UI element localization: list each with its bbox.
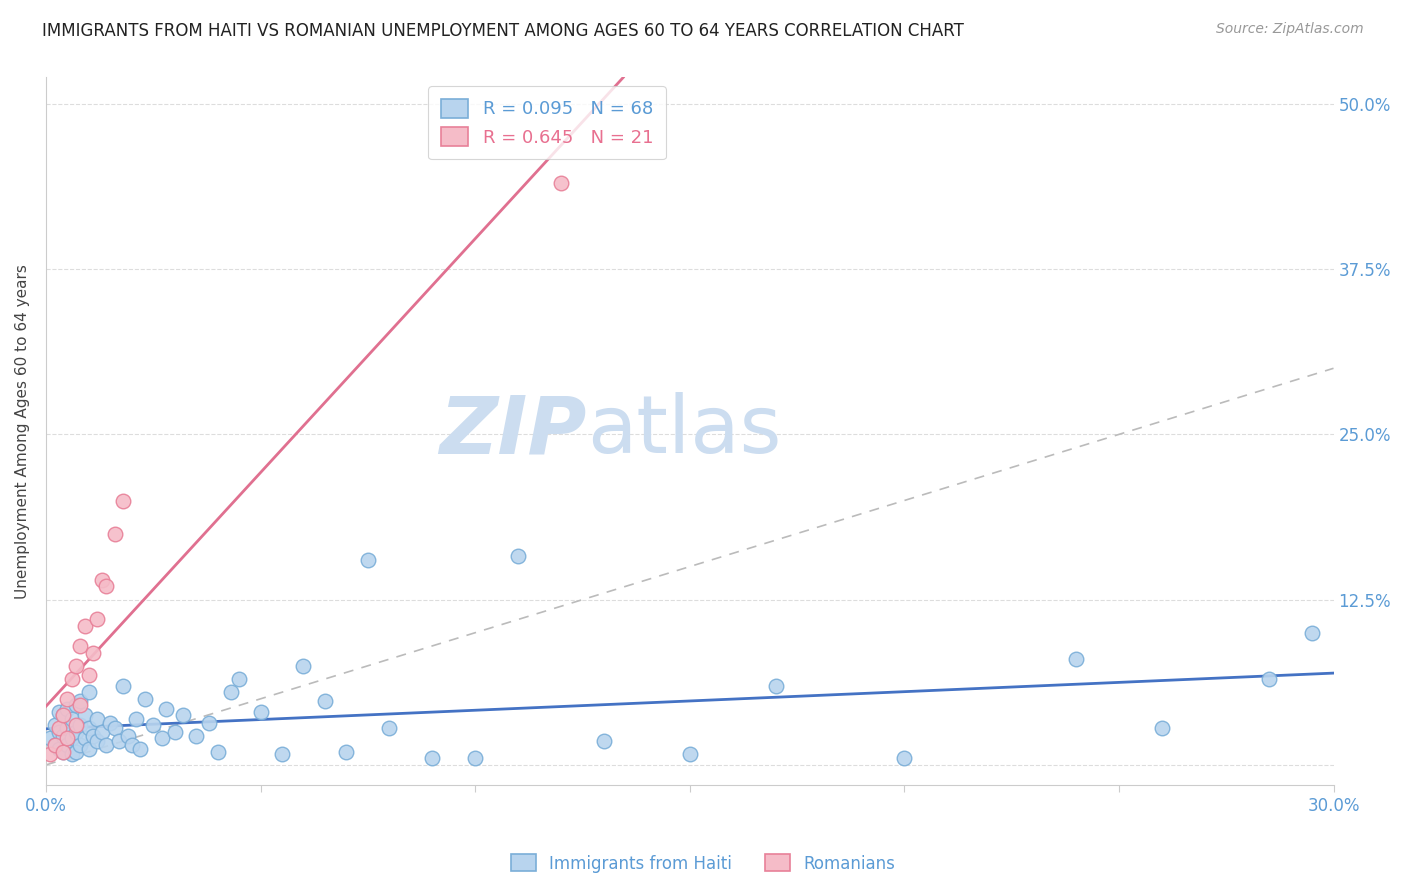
Point [60, 747, 83, 762]
Point [112, 679, 135, 693]
Point [150, 731, 173, 746]
Point [142, 718, 165, 732]
Point [335, 745, 357, 759]
Point [52, 745, 75, 759]
Point [44, 718, 66, 732]
Point [73, 619, 96, 633]
Point [65, 658, 87, 673]
Text: ZIP: ZIP [439, 392, 586, 470]
Point [271, 747, 294, 762]
Point [90, 724, 112, 739]
Point [679, 747, 702, 762]
Point [186, 729, 208, 743]
Point [69, 738, 91, 752]
Point [77, 668, 100, 682]
Point [1150, 721, 1173, 735]
Point [56, 721, 79, 735]
Point [52, 729, 75, 743]
Point [420, 751, 443, 765]
Point [73, 731, 96, 746]
Point [163, 724, 186, 739]
Point [39, 747, 62, 762]
Point [893, 751, 915, 765]
Point [378, 721, 401, 735]
Point [1064, 652, 1087, 666]
Point [77, 685, 100, 699]
Point [292, 658, 315, 673]
Point [104, 721, 127, 735]
Point [90, 573, 112, 587]
Point [48, 724, 70, 739]
Point [249, 705, 271, 719]
Point [69, 718, 91, 732]
Point [60, 712, 83, 726]
Point [56, 731, 79, 746]
Point [593, 734, 616, 748]
Point [98, 715, 121, 730]
Point [48, 705, 70, 719]
Point [219, 685, 242, 699]
Y-axis label: Unemployment Among Ages 60 to 64 years: Unemployment Among Ages 60 to 64 years [15, 264, 30, 599]
Point [108, 734, 131, 748]
Point [44, 738, 66, 752]
Point [56, 702, 79, 716]
Point [357, 553, 380, 567]
Point [125, 712, 148, 726]
Point [52, 745, 75, 759]
Point [44, 738, 66, 752]
Point [60, 731, 83, 746]
Point [77, 721, 100, 735]
Point [228, 672, 250, 686]
Point [39, 731, 62, 746]
Point [155, 702, 177, 716]
Point [121, 738, 143, 752]
Point [765, 679, 787, 693]
Legend: R = 0.095   N = 68, R = 0.645   N = 21: R = 0.095 N = 68, R = 0.645 N = 21 [429, 87, 665, 160]
Point [56, 691, 79, 706]
Point [112, 493, 135, 508]
Point [104, 526, 127, 541]
Point [65, 724, 87, 739]
Point [207, 745, 229, 759]
Point [65, 718, 87, 732]
Point [94, 579, 117, 593]
Point [129, 742, 152, 756]
Text: Source: ZipAtlas.com: Source: ZipAtlas.com [1216, 22, 1364, 37]
Point [506, 549, 529, 563]
Point [86, 712, 108, 726]
Point [198, 715, 221, 730]
Point [56, 738, 79, 752]
Legend: Immigrants from Haiti, Romanians: Immigrants from Haiti, Romanians [503, 847, 903, 880]
Point [117, 729, 139, 743]
Point [52, 707, 75, 722]
Point [314, 694, 336, 708]
Point [48, 721, 70, 735]
Point [1258, 672, 1281, 686]
Point [82, 646, 104, 660]
Point [69, 639, 91, 653]
Point [60, 672, 83, 686]
Point [52, 707, 75, 722]
Point [82, 729, 104, 743]
Point [1301, 625, 1323, 640]
Point [134, 691, 156, 706]
Text: atlas: atlas [586, 392, 782, 470]
Point [65, 745, 87, 759]
Text: IMMIGRANTS FROM HAITI VS ROMANIAN UNEMPLOYMENT AMONG AGES 60 TO 64 YEARS CORRELA: IMMIGRANTS FROM HAITI VS ROMANIAN UNEMPL… [42, 22, 965, 40]
Point [73, 707, 96, 722]
Point [172, 707, 194, 722]
Point [550, 176, 572, 190]
Point [48, 742, 70, 756]
Point [86, 613, 108, 627]
Point [69, 694, 91, 708]
Point [77, 742, 100, 756]
Point [65, 698, 87, 713]
Point [464, 751, 486, 765]
Point [94, 738, 117, 752]
Point [86, 734, 108, 748]
Point [69, 698, 91, 713]
